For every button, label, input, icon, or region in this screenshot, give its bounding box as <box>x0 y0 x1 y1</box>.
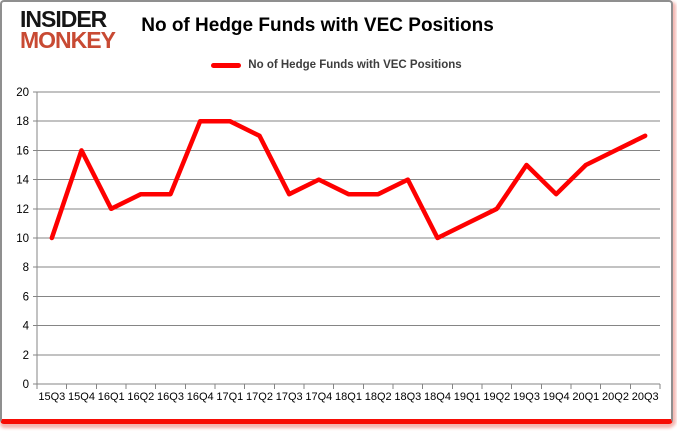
y-axis-labels: 0 2 4 6 8 10 12 14 16 18 20 <box>16 87 29 391</box>
data-line <box>49 118 648 241</box>
x-axis-label: 17Q1 <box>216 391 243 403</box>
chart-frame: INSIDER MONKEY No of Hedge Funds with VE… <box>0 0 673 424</box>
x-axis-label: 16Q3 <box>157 391 184 403</box>
x-axis-label: 18Q2 <box>365 391 392 403</box>
y-axis-label: 18 <box>16 116 29 128</box>
y-axis-label: 2 <box>23 350 29 362</box>
y-axis-label: 0 <box>23 379 29 391</box>
x-axis-label: 20Q2 <box>602 391 629 403</box>
logo-monkey-text: MONKEY <box>20 27 116 53</box>
x-axis-label: 20Q3 <box>632 391 659 403</box>
y-axis-label: 16 <box>16 145 29 157</box>
y-axis-label: 12 <box>16 204 29 216</box>
x-axis-label: 16Q1 <box>98 391 125 403</box>
x-axis-label: 17Q3 <box>276 391 303 403</box>
title-area: No of Hedge Funds with VEC Positions <box>2 15 671 37</box>
line-chart: 0 2 4 6 8 10 12 14 16 18 20 15Q3 15Q4 16Q1 16Q2 16Q3 16Q… <box>16 87 661 403</box>
insider-monkey-logo: INSIDER MONKEY <box>20 6 116 53</box>
x-axis-label: 18Q3 <box>394 391 421 403</box>
y-axis-label: 20 <box>16 87 29 99</box>
x-axis-label: 16Q2 <box>127 391 154 403</box>
x-axis-label: 18Q1 <box>335 391 362 403</box>
x-axis-label: 15Q4 <box>68 391 95 403</box>
x-axis-label: 19Q3 <box>513 391 540 403</box>
x-axis-label: 15Q3 <box>38 391 65 403</box>
logo-insider-text: INSIDER <box>20 6 107 32</box>
y-axis-label: 8 <box>23 262 29 274</box>
x-axis-labels: 15Q3 15Q4 16Q1 16Q2 16Q3 16Q4 17Q1 17Q2 17Q3 17Q4… <box>38 391 658 403</box>
x-axis-label: 19Q4 <box>543 391 570 403</box>
legend: No of Hedge Funds with VEC Positions <box>2 59 671 71</box>
x-axis-label: 20Q1 <box>572 391 599 403</box>
x-axis-label: 19Q1 <box>454 391 481 403</box>
x-axis-label: 17Q2 <box>246 391 273 403</box>
y-axis-label: 10 <box>16 233 29 245</box>
page-title: No of Hedge Funds with VEC Positions <box>141 15 494 36</box>
x-axis-label: 17Q4 <box>305 391 332 403</box>
x-axis-label: 16Q4 <box>187 391 214 403</box>
y-axis-label: 6 <box>23 291 29 303</box>
legend-label: No of Hedge Funds with VEC Positions <box>248 59 462 71</box>
gridlines <box>33 91 661 389</box>
x-axis-label: 18Q4 <box>424 391 451 403</box>
legend-line-swatch-icon <box>211 62 242 68</box>
y-axis-label: 4 <box>23 321 30 333</box>
y-axis-label: 14 <box>16 175 29 187</box>
x-axis-label: 19Q2 <box>483 391 510 403</box>
